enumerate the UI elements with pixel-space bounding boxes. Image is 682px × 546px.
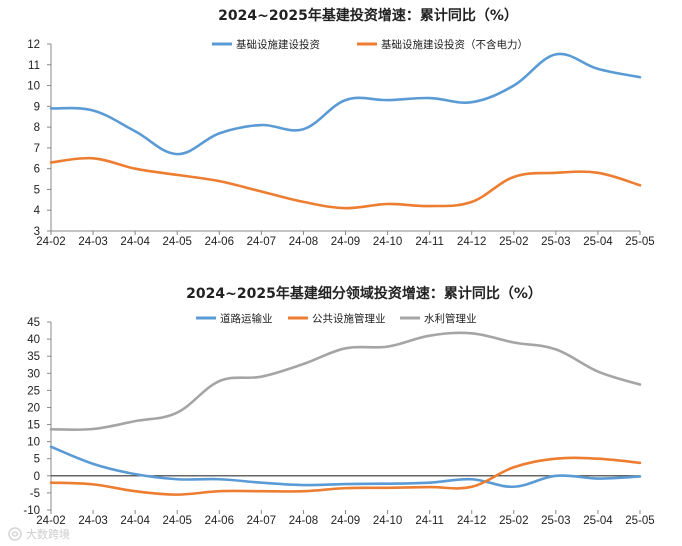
chart-1-y-tick-label: 4 <box>34 205 41 217</box>
chart-2-x-tick-label: 24-09 <box>331 515 360 527</box>
chart-2-x-ticks: 24-02 24-03 24-04 24-05 24-06 24-07 24-08 24-09… <box>36 510 655 527</box>
legend-label-series-1: 基础设施建设投资 <box>236 38 320 51</box>
chart-1-x-tick-label: 24-07 <box>247 236 276 248</box>
chart-1-x-tick-label: 24-08 <box>289 236 318 248</box>
chart-2-y-tick-label: 0 <box>34 471 40 483</box>
chart-2-x-tick-label: 24-12 <box>457 515 486 527</box>
chart-2-x-tick-label: 25-03 <box>541 515 570 527</box>
legend-label-roads: 道路运输业 <box>220 312 273 325</box>
chart-1-y-tick-label: 3 <box>34 226 40 238</box>
legend-label-water: 水利管理业 <box>424 312 477 325</box>
chart-1-series-line-2 <box>49 156 642 210</box>
chart-2-y-tick-label: -5 <box>30 488 40 500</box>
chart-1-x-tick-label: 25-02 <box>499 236 528 248</box>
chart-1-x-tick-label: 24-09 <box>331 236 360 248</box>
chart-2-title: 2024~2025年基建细分领域投资增速：累计同比（%） <box>186 285 542 302</box>
legend-label-public-facilities: 公共设施管理业 <box>312 312 386 325</box>
chart-1-x-tick-label: 24-06 <box>205 236 234 248</box>
chart-1-x-tick-label: 25-04 <box>583 236 613 248</box>
chart-2-x-tick-label: 24-07 <box>247 515 276 527</box>
chart-1-y-tick-label: 11 <box>28 60 40 72</box>
legend-label-series-2: 基础设施建设投资（不含电力） <box>381 38 528 51</box>
brand-logo-icon <box>8 527 22 541</box>
chart-2-x-tick-label: 24-03 <box>78 515 107 527</box>
chart-1-x-tick-label: 24-02 <box>36 236 65 248</box>
chart-1-series-lines <box>49 52 642 210</box>
chart-2-series-line-3 <box>49 331 642 432</box>
chart-2-y-tick-label: 40 <box>27 334 40 346</box>
chart-2-x-tick-label: 24-10 <box>373 515 402 527</box>
chart-2-x-tick-label: 24-06 <box>205 515 234 527</box>
chart-1-x-tick-label: 24-10 <box>373 236 402 248</box>
chart-subsector-investment: 2024~2025年基建细分领域投资增速：累计同比（%） 道路运输业 公共设施管… <box>23 285 654 527</box>
chart-infrastructure-investment: 2024~2025年基建投资增速：累计同比（%） 基础设施建设投资 基础设施建设… <box>27 7 655 248</box>
chart-1-x-tick-label: 24-12 <box>457 236 486 248</box>
chart-2-x-tick-label: 25-04 <box>583 515 613 527</box>
chart-2-series-line-2 <box>49 456 642 496</box>
chart-1-y-tick-label: 5 <box>34 184 40 196</box>
chart-2-x-tick-label: 24-11 <box>415 515 444 527</box>
chart-1-y-tick-label: 12 <box>27 39 40 51</box>
chart-1-y-tick-label: 8 <box>34 122 40 134</box>
chart-1-title: 2024~2025年基建投资增速：累计同比（%） <box>218 7 518 24</box>
chart-2-x-tick-label: 25-02 <box>499 515 528 527</box>
chart-2-x-tick-label: 25-05 <box>625 515 654 527</box>
chart-2-x-tick-label: 24-05 <box>163 515 192 527</box>
chart-1-y-tick-label: 6 <box>34 164 40 176</box>
chart-2-y-ticks: -10 -5 0 5 10 15 20 25 30 35 40 45 <box>23 317 51 517</box>
chart-2-series-lines <box>49 331 642 496</box>
chart-1-y-ticks: 3 4 5 6 7 8 9 10 11 12 <box>27 39 51 238</box>
chart-2-y-tick-label: 30 <box>27 368 40 380</box>
chart-2-y-tick-label: 5 <box>34 454 40 466</box>
chart-1-x-tick-label: 24-03 <box>78 236 107 248</box>
chart-1-x-ticks: 24-02 24-03 24-04 24-05 24-06 24-07 24-08 24-09… <box>36 231 655 248</box>
chart-1-legend: 基础设施建设投资 基础设施建设投资（不含电力） <box>212 38 528 51</box>
chart-2-y-tick-label: -10 <box>23 505 40 517</box>
chart-2-y-tick-label: 20 <box>27 402 40 414</box>
watermark: 大数跨境 <box>8 527 70 541</box>
chart-1-x-tick-label: 24-11 <box>415 236 444 248</box>
chart-1-y-tick-label: 10 <box>27 81 40 93</box>
chart-2-series-line-1 <box>49 445 642 489</box>
chart-2-x-tick-label: 24-04 <box>120 515 150 527</box>
chart-1-x-tick-label: 24-05 <box>163 236 192 248</box>
chart-2-x-tick-label: 24-08 <box>289 515 318 527</box>
chart-1-x-tick-label: 24-04 <box>120 236 150 248</box>
chart-2-y-tick-label: 45 <box>27 317 40 329</box>
chart-1-y-tick-label: 9 <box>34 101 40 113</box>
chart-1-x-tick-label: 25-03 <box>541 236 570 248</box>
chart-1-y-tick-label: 7 <box>34 143 40 155</box>
chart-2-y-tick-label: 15 <box>27 420 40 432</box>
chart-2-y-tick-label: 35 <box>27 351 40 363</box>
chart-2-x-tick-label: 24-02 <box>36 515 65 527</box>
chart-2-y-tick-label: 25 <box>27 385 40 397</box>
chart-2-y-tick-label: 10 <box>27 437 40 449</box>
chart-1-series-line-1 <box>49 52 642 156</box>
chart-1-x-tick-label: 25-05 <box>625 236 654 248</box>
watermark-text: 大数跨境 <box>26 527 70 541</box>
chart-2-legend: 道路运输业 公共设施管理业 水利管理业 <box>196 312 477 325</box>
